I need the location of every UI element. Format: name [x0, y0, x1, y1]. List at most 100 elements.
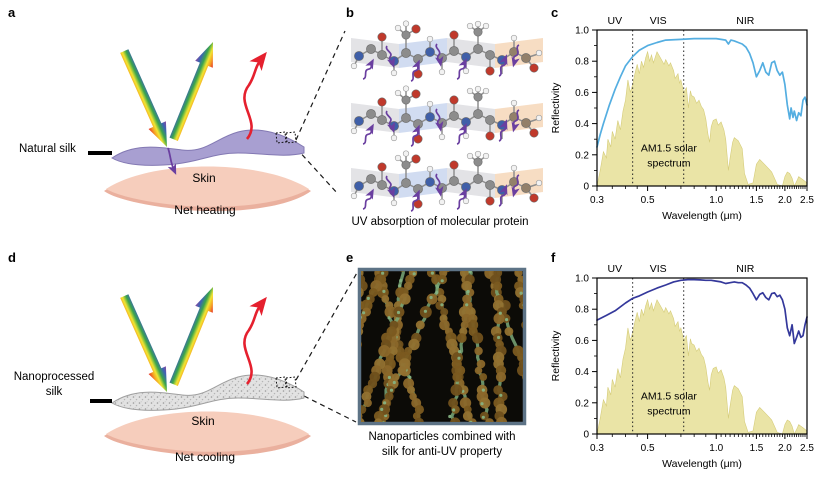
- fiber-bead: [496, 416, 508, 422]
- nanoparticle-dot: [469, 420, 473, 422]
- spectral-region-label: NIR: [736, 263, 755, 275]
- fiber-bead: [331, 373, 339, 381]
- nanoparticle-dot: [354, 338, 357, 341]
- fiber-bead: [522, 374, 523, 380]
- x-tick-label: 1.0: [709, 443, 723, 454]
- fiber-bead: [465, 255, 476, 266]
- nanoparticle-dot: [483, 257, 486, 260]
- y-tick-label: 0.2: [575, 150, 589, 161]
- fiber-bead: [361, 412, 363, 420]
- nanoprocessed-silk-label-line2: silk: [45, 386, 63, 398]
- nanoparticle-dot: [499, 393, 503, 397]
- fiber-bead: [384, 254, 395, 265]
- y-tick-label: 0.2: [575, 398, 589, 409]
- fiber-bead: [332, 366, 341, 375]
- x-tick-label: 2.5: [800, 195, 814, 206]
- fiber-bead: [474, 346, 483, 356]
- fiber-bead: [514, 271, 523, 278]
- nanoparticle-dot: [440, 279, 444, 283]
- nanoparticle-dot: [435, 290, 439, 294]
- y-tick-label: 1.0: [575, 26, 589, 37]
- connector-lines: [295, 30, 359, 423]
- fiber-bead: [340, 345, 352, 357]
- fiber-bead: [361, 287, 364, 298]
- fiber-bead: [396, 255, 406, 265]
- fiber-bead: [361, 313, 367, 324]
- fiber-bead: [451, 405, 460, 414]
- panel-e-image: [313, 254, 549, 426]
- fiber-bead: [538, 404, 549, 415]
- spectral-region-label: VIS: [650, 15, 667, 27]
- fiber-bead: [521, 321, 523, 329]
- fiber-bead: [512, 255, 522, 265]
- fiber-bead: [531, 399, 539, 407]
- y-tick-label: 0.8: [575, 305, 589, 316]
- fiber-bead: [476, 359, 486, 369]
- fiber-bead: [384, 306, 397, 318]
- fiber-bead: [525, 327, 533, 335]
- fiber-bead: [517, 353, 523, 362]
- fiber-bead: [408, 338, 420, 351]
- fiber-bead: [461, 313, 472, 324]
- nanoparticle-dot: [361, 315, 362, 319]
- x-tick-label: 2.5: [800, 443, 814, 454]
- spectral-region-label: NIR: [736, 15, 755, 27]
- chart-natural-silk: 0 0.2 0.4 0.6 0.8 1.0 0.3 0.5 1.0 1.5 2.0 2.5 UV VIS N…: [550, 15, 814, 222]
- nanoparticle-dot: [392, 380, 396, 385]
- nanoparticle-dot: [468, 271, 472, 274]
- panel-f-label: f: [551, 250, 556, 265]
- spectral-region-label: VIS: [650, 263, 667, 275]
- fiber-bead: [407, 386, 415, 394]
- x-tick-label: 2.0: [778, 195, 792, 206]
- fiber-bead: [413, 255, 423, 265]
- fiber-bead: [337, 359, 347, 369]
- fiber-bead: [384, 392, 394, 401]
- fiber-bead: [538, 392, 546, 400]
- fiber-bead: [515, 287, 523, 298]
- fiber-bead: [456, 333, 467, 343]
- nanoparticle-dot: [480, 402, 484, 406]
- panel-b-label: b: [346, 5, 354, 20]
- fiber-bead: [493, 281, 503, 291]
- nanoparticle-dot: [466, 289, 470, 294]
- x-axis-title: Wavelength (μm): [662, 458, 742, 470]
- nanoparticle-dot: [429, 295, 433, 300]
- fiber-bead: [452, 372, 462, 382]
- fiber-bead: [361, 405, 367, 414]
- skin-label-d: Skin: [191, 414, 215, 428]
- fiber-bead: [356, 256, 365, 265]
- fiber-bead: [378, 345, 391, 357]
- nanoparticle-dot: [519, 291, 523, 295]
- nanoparticle-dot: [408, 375, 412, 379]
- y-tick-label: 0.8: [575, 57, 589, 68]
- fiber-bead: [313, 411, 323, 421]
- fiber-bead: [530, 392, 539, 401]
- fiber-bead: [363, 271, 366, 272]
- fiber-bead: [326, 385, 336, 395]
- panel-a-art: [104, 38, 311, 212]
- natural-silk-label: Natural silk: [19, 143, 76, 155]
- nanoparticle-dot: [423, 309, 427, 313]
- nanoparticle-dot: [366, 296, 370, 300]
- nanoparticle-dot: [458, 350, 462, 354]
- fiber-bead: [536, 378, 547, 389]
- nanoparticle-dot: [398, 284, 402, 288]
- fiber-bead: [528, 339, 539, 350]
- panel-a-label: a: [8, 5, 16, 20]
- nanoparticle-dot: [412, 272, 416, 276]
- nanoparticle-dot: [419, 258, 422, 261]
- fiber-bead: [361, 320, 364, 330]
- fiber-bead: [361, 417, 365, 422]
- y-tick-label: 1.0: [575, 274, 589, 285]
- fiber-bead: [347, 399, 355, 407]
- nanoparticle-dot: [354, 311, 357, 314]
- nanoparticle-dot: [448, 414, 452, 419]
- y-tick-label: 0.4: [575, 119, 589, 130]
- chart-nanoprocessed-silk: 0 0.2 0.4 0.6 0.8 1.0 0.3 0.5 1.0 1.5 2.0 2.5 UV VIS N…: [550, 263, 814, 470]
- fiber-bead: [530, 371, 542, 383]
- fiber-bead: [517, 364, 523, 377]
- fiber-bead: [361, 341, 362, 348]
- spectral-region-label: UV: [608, 15, 623, 27]
